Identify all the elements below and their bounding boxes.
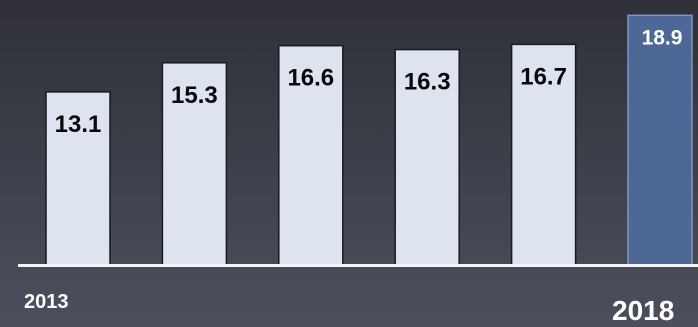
bar-value-label-2: 15.3 [171, 82, 218, 109]
x-tick-label-2018: 2018 [612, 295, 674, 326]
bar-1 [45, 91, 111, 266]
bar-value-label-5: 16.7 [520, 63, 567, 90]
tick-labels-layer: 2013 2018 [24, 291, 674, 326]
x-tick-label-2013: 2013 [24, 291, 69, 313]
bar-6 [627, 14, 693, 266]
bar-4 [394, 48, 460, 266]
bar-value-label-1: 13.1 [55, 111, 102, 138]
bar-2 [161, 62, 228, 266]
bars-layer: 13.1 15.3 16.6 16.3 16.7 18.9 [45, 14, 693, 266]
bar-value-label-6: 18.9 [642, 26, 683, 49]
bar-value-label-4: 16.3 [404, 69, 451, 96]
bar-value-label-3: 16.6 [287, 65, 334, 92]
